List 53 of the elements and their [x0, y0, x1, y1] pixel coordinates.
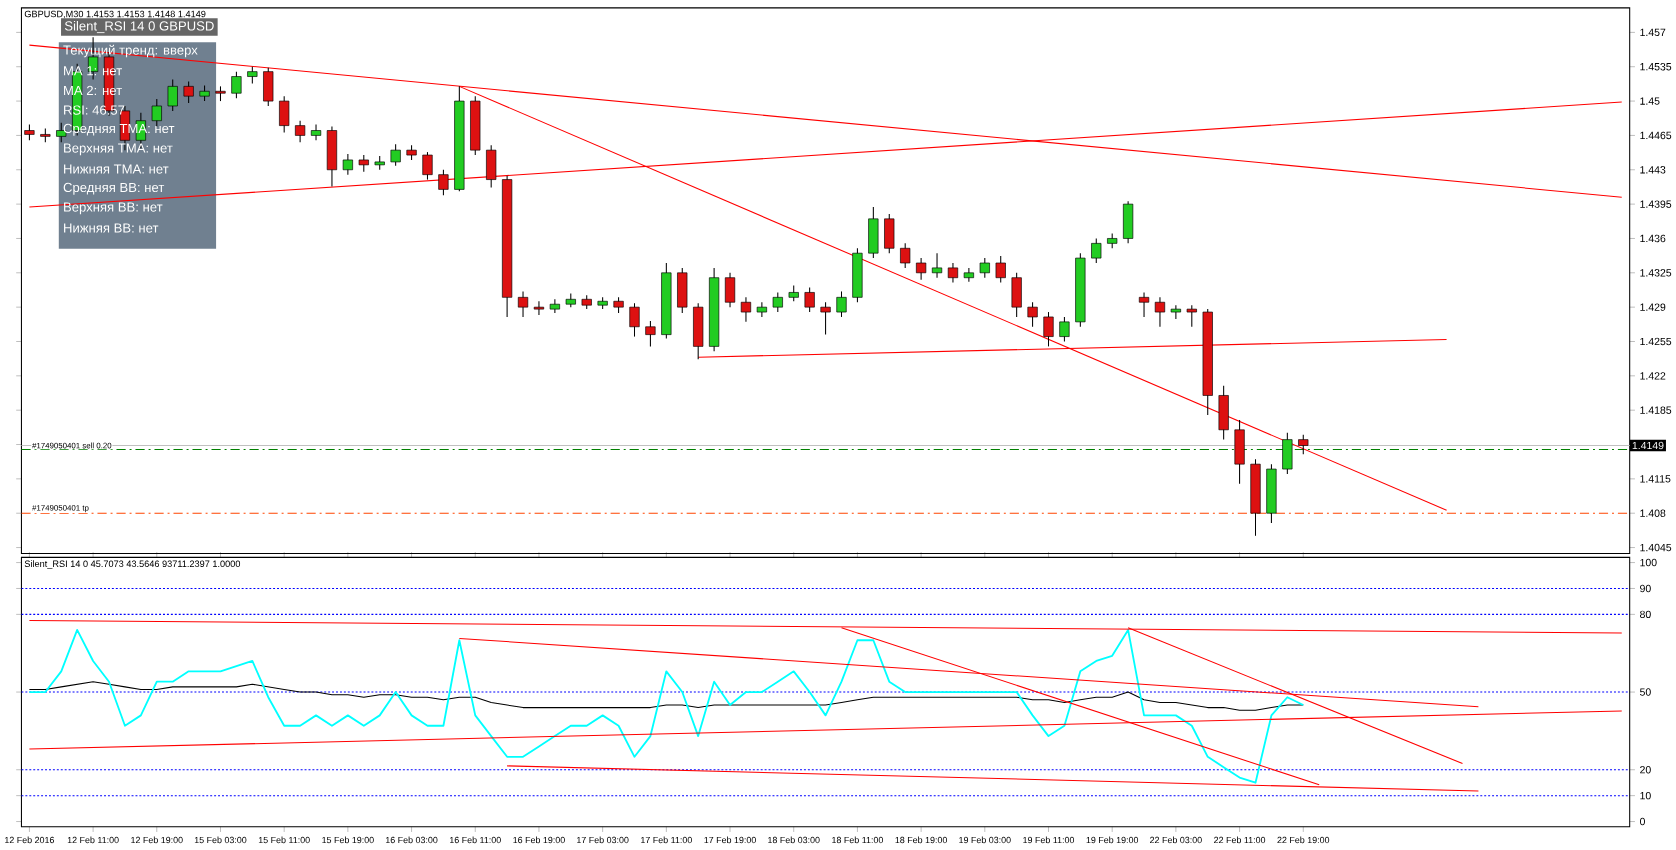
x-tick-label: 17 Feb 11:00 — [641, 836, 692, 843]
y-tick-label: 1.4255 — [1640, 337, 1672, 346]
x-tick-label: 15 Feb 19:00 — [322, 836, 374, 843]
chart-title: GBPUSD,M30 1.4153 1.4153 1.4148 1.4149 — [24, 10, 206, 19]
x-tick-label: 22 Feb 19:00 — [1277, 836, 1330, 843]
x-tick-label: 16 Feb 19:00 — [513, 836, 565, 843]
y-tick-label: 50 — [1639, 688, 1651, 696]
y-tick-label: 10 — [1640, 791, 1651, 800]
x-tick-label: 18 Feb 11:00 — [832, 836, 883, 843]
x-tick-label: 17 Feb 19:00 — [704, 836, 756, 843]
x-tick-label: 12 Feb 2016 — [5, 836, 55, 843]
x-tick-label: 15 Feb 11:00 — [258, 836, 310, 843]
y-tick-label: 1.4185 — [1640, 406, 1672, 414]
x-tick-label: 19 Feb 03:00 — [959, 836, 1011, 843]
y-tick-label: 80 — [1640, 610, 1651, 618]
y-tick-label: 1.4115 — [1640, 475, 1671, 483]
chart-title: Silent_RSI 14 0 45.7073 43.5646 93711.2397 1.0000 — [24, 560, 241, 569]
x-tick-label: 16 Feb 03:00 — [385, 836, 438, 843]
x-tick-label: 12 Feb 19:00 — [131, 836, 183, 843]
x-tick-label: 17 Feb 03:00 — [577, 836, 629, 843]
y-tick-label: 1.408 — [1640, 509, 1666, 517]
y-tick-label: 1.443 — [1640, 165, 1666, 174]
y-tick-label: 1.429 — [1640, 303, 1666, 311]
x-tick-label: 18 Feb 03:00 — [768, 836, 820, 843]
annotation: MA 2: нет — [64, 85, 122, 95]
x-tick-label: 15 Feb 03:00 — [194, 836, 247, 843]
annotation: Средняя BB: нет — [63, 182, 165, 195]
y-tick-label: 1.4045 — [1640, 543, 1672, 552]
y-tick-label: 100 — [1640, 558, 1657, 567]
y-tick-label: 90 — [1640, 584, 1651, 593]
x-tick-label: 16 Feb 11:00 — [450, 836, 501, 843]
annotation: Нижняя TMA: нет — [64, 164, 169, 174]
y-tick-label: 20 — [1640, 765, 1651, 774]
y-tick-label: 1.4395 — [1640, 200, 1672, 208]
annotation: Верхняя TMA: нет — [64, 143, 173, 156]
y-tick-label: 1.4325 — [1640, 268, 1672, 277]
ref-line-label: 1.4149 — [1632, 441, 1664, 450]
x-tick-label: 22 Feb 03:00 — [1150, 836, 1202, 843]
y-tick-label: 1.422 — [1640, 372, 1666, 380]
y-tick-label: 1.457 — [1640, 28, 1666, 36]
annotation: Верхняя BB: нет — [64, 202, 163, 215]
x-tick-label: 12 Feb 11:00 — [67, 836, 119, 843]
y-tick-label: 1.436 — [1640, 234, 1666, 243]
annotation: Нижняя BB: нет — [64, 223, 159, 233]
y-tick-label: 1.45 — [1640, 97, 1660, 105]
y-tick-label: 1.4465 — [1640, 131, 1672, 139]
y-tick-label: 0 — [1639, 817, 1645, 826]
x-tick-label: 19 Feb 11:00 — [1023, 836, 1075, 843]
x-tick-label: 22 Feb 11:00 — [1214, 836, 1266, 843]
x-tick-label: 19 Feb 19:00 — [1086, 836, 1139, 843]
x-tick-label: 18 Feb 19:00 — [895, 836, 948, 843]
annotation: Silent_RSI 14 0 GBPUSD — [64, 20, 214, 33]
y-tick-label: 1.4535 — [1640, 62, 1672, 71]
